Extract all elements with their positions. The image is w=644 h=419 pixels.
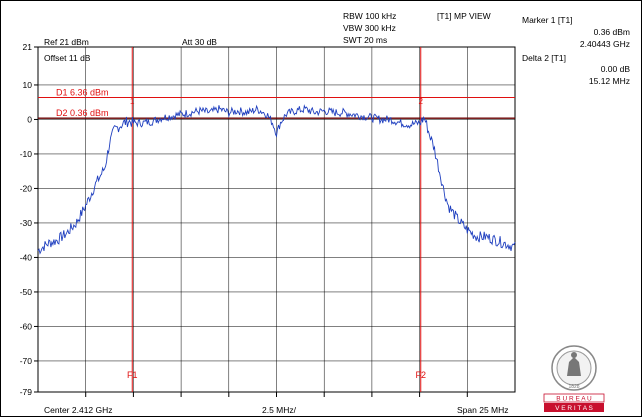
y-tick-label: 0	[27, 114, 32, 124]
logo-word-veritas: V E R I T A S	[555, 405, 593, 412]
spectrum-trace	[37, 104, 516, 255]
offset-readout: Offset 11 dB	[44, 53, 91, 63]
delta2-level: 0.00 dB	[600, 64, 630, 74]
logo-word-bureau: B U R E A U	[556, 396, 592, 403]
y-tick-label: -79	[20, 387, 33, 397]
delta2-frequency: 15.12 MHz	[588, 76, 630, 86]
y-tick-label: 21	[23, 42, 33, 52]
line-labels: D1 6.36 dBm D2 0.36 dBm F1 F2 1 2	[56, 88, 426, 380]
y-axis-tick-labels: 21 10 0 -10 -20 -30 -40 -50 -60 -70 -79	[20, 42, 33, 397]
span-per-division-label: 2.5 MHz/	[262, 405, 297, 415]
marker1-title: Marker 1 [T1]	[522, 15, 573, 25]
f1-line-label: F1	[127, 370, 138, 380]
rbw-readout: RBW 100 kHz	[343, 11, 397, 21]
d1-line-label: D1 6.36 dBm	[56, 88, 109, 98]
y-tick-label: -50	[20, 287, 33, 297]
d2-line-label: D2 0.36 dBm	[56, 108, 109, 118]
delta2-title: Delta 2 [T1]	[522, 53, 566, 63]
f2-line-label: F2	[415, 370, 426, 380]
y-tick-label: -20	[20, 183, 33, 193]
marker1-level: 0.36 dBm	[593, 27, 630, 37]
bureau-veritas-logo: 1828 B U R E A U V E R I T A S	[543, 345, 605, 412]
vbw-readout: VBW 300 kHz	[343, 23, 396, 33]
attenuation-readout: Att 30 dB	[182, 37, 217, 47]
y-tick-label: -70	[20, 356, 33, 366]
marker2-tag: 2	[419, 97, 424, 106]
swt-readout: SWT 20 ms	[343, 35, 388, 45]
y-tick-label: 10	[23, 80, 33, 90]
y-tick-label: -40	[20, 252, 33, 262]
y-tick-label: -30	[20, 218, 33, 228]
y-tick-label: -10	[20, 149, 33, 159]
y-tick-label: -60	[20, 321, 33, 331]
span-label: Span 25 MHz	[457, 405, 509, 415]
logo-year: 1828	[568, 384, 579, 390]
center-frequency-label: Center 2.412 GHz	[44, 405, 113, 415]
display-lines	[38, 47, 515, 392]
trace-mode-readout: [T1] MP VIEW	[437, 11, 491, 21]
marker1-tag: 1	[130, 97, 135, 106]
trace-layer	[37, 104, 516, 255]
marker1-frequency: 2.40443 GHz	[579, 39, 630, 49]
ref-level-readout: Ref 21 dBm	[44, 37, 89, 47]
plot-grid	[34, 46, 516, 397]
